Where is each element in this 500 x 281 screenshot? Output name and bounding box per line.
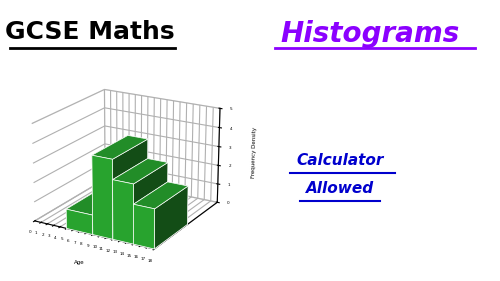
X-axis label: Age: Age — [74, 260, 84, 265]
Text: Calculator: Calculator — [296, 153, 384, 168]
Text: GCSE Maths: GCSE Maths — [5, 20, 175, 44]
Text: Allowed: Allowed — [306, 181, 374, 196]
Text: Histograms: Histograms — [280, 20, 460, 48]
